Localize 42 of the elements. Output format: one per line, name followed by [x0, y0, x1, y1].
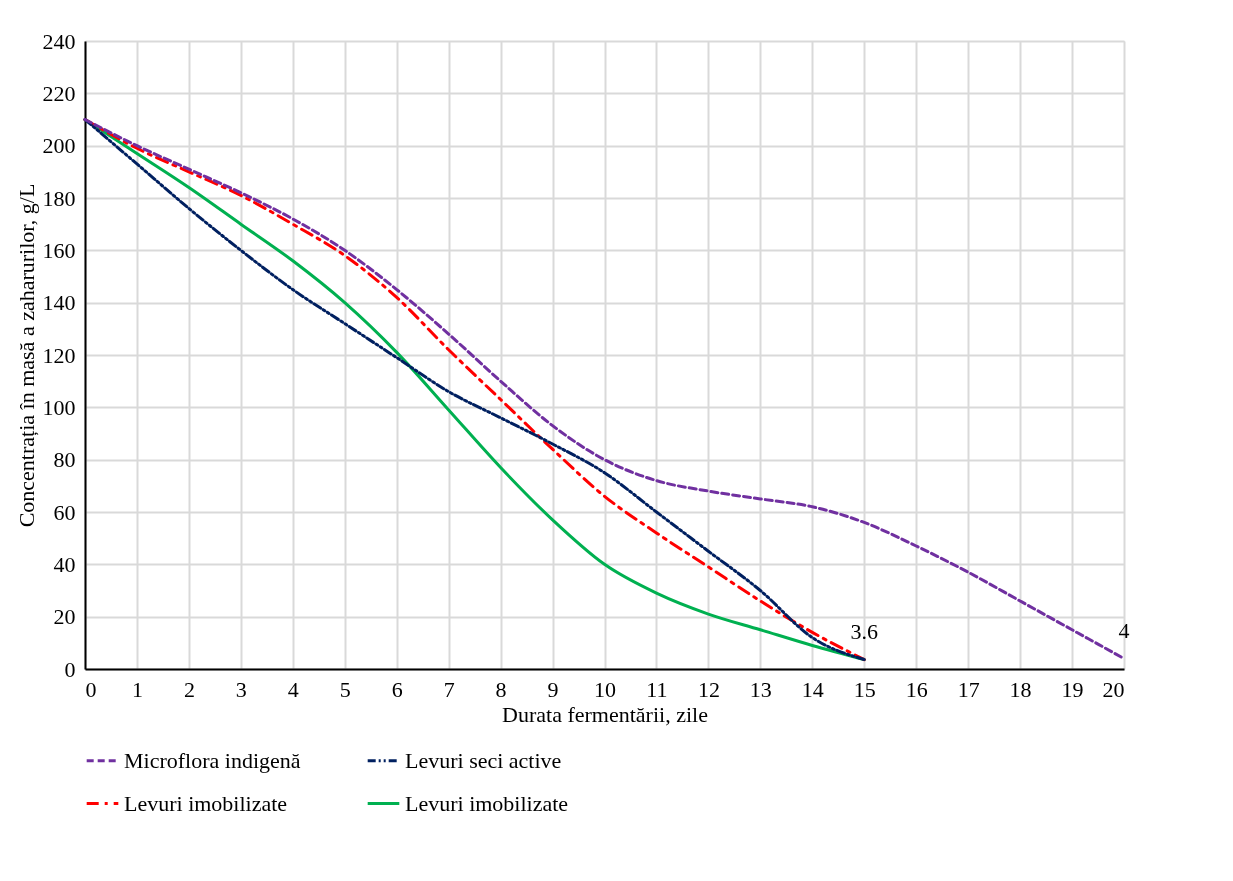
x-tick-label: 16: [905, 676, 928, 702]
x-tick-label: 11: [646, 676, 668, 702]
y-tick-label: 60: [53, 499, 76, 525]
x-tick-label: 19: [1061, 676, 1084, 702]
x-tick-label: 15: [853, 676, 876, 702]
y-tick-label: 100: [42, 394, 76, 420]
x-tick-label: 20: [1102, 676, 1125, 702]
y-tick-label: 0: [64, 656, 76, 682]
x-tick-label: 6: [391, 676, 403, 702]
y-tick-label: 20: [53, 604, 76, 630]
x-tick-label: 8: [495, 676, 507, 702]
y-tick-label: 200: [42, 133, 76, 159]
legend-label: Levuri imobilizate: [405, 790, 569, 816]
y-tick-label: 240: [42, 28, 76, 54]
x-tick-label: 5: [339, 676, 351, 702]
x-tick-label: 4: [287, 676, 299, 702]
x-tick-label: 9: [547, 676, 559, 702]
legend-label: Levuri seci active: [405, 747, 562, 773]
x-tick-label: 1: [131, 676, 143, 702]
legend-label: Microflora indigenă: [124, 747, 301, 773]
x-tick-label: 13: [749, 676, 772, 702]
y-tick-label: 180: [42, 185, 76, 211]
y-tick-label: 160: [42, 237, 76, 263]
y-tick-label: 40: [53, 551, 76, 577]
x-tick-label: 7: [443, 676, 455, 702]
y-axis-title: Concentrația în masă a zaharurilor, g/L: [13, 183, 39, 528]
y-tick-label: 120: [42, 342, 76, 368]
x-tick-label: 3: [235, 676, 247, 702]
annotation: 4: [1118, 617, 1130, 643]
x-tick-label: 14: [801, 676, 824, 702]
legend-label: Levuri imobilizate: [124, 790, 288, 816]
x-tick-label: 17: [957, 676, 980, 702]
x-tick-label: 2: [183, 676, 195, 702]
x-tick-label: 18: [1009, 676, 1032, 702]
x-tick-label: 12: [697, 676, 720, 702]
x-tick-label: 0: [85, 676, 97, 702]
x-tick-label: 10: [594, 676, 616, 702]
x-axis-title: Durata fermentării, zile: [502, 701, 708, 727]
y-tick-label: 80: [53, 447, 76, 473]
y-tick-label: 140: [42, 290, 76, 316]
y-tick-label: 220: [42, 80, 76, 106]
annotation: 3.6: [850, 618, 878, 644]
